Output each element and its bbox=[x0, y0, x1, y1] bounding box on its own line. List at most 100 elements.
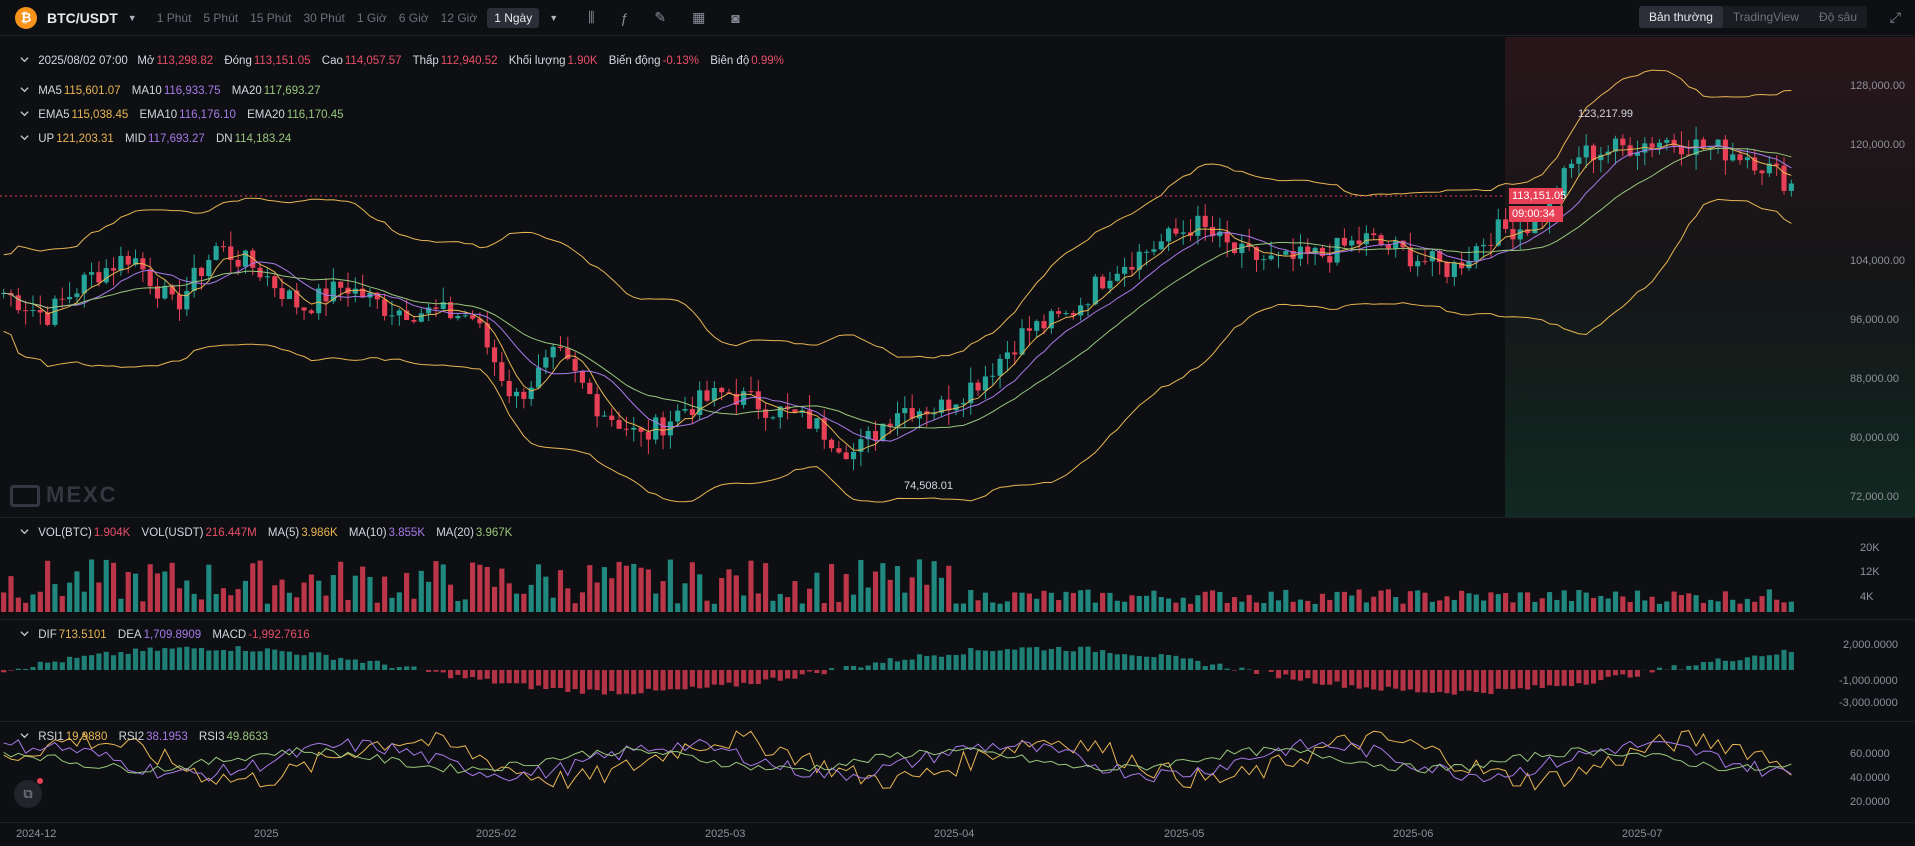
macd-bar bbox=[1656, 667, 1663, 670]
volume-bar bbox=[1788, 601, 1794, 612]
chevron-down-icon[interactable] bbox=[20, 731, 29, 740]
volume-bar bbox=[323, 595, 329, 612]
volume-bar bbox=[279, 579, 285, 612]
view-standard-button[interactable]: Bản thường bbox=[1638, 6, 1723, 28]
candle-body bbox=[169, 285, 175, 295]
view-depth-button[interactable]: Độ sâu bbox=[1818, 10, 1857, 24]
volume-bar bbox=[418, 570, 424, 612]
triangle-down-icon[interactable]: ▼ bbox=[127, 12, 137, 23]
timeframe-30m[interactable]: 30 Phút bbox=[303, 10, 345, 25]
timeframe-1m[interactable]: 1 Phút bbox=[156, 10, 192, 25]
macd-bar bbox=[125, 653, 131, 670]
volume-bar bbox=[338, 561, 344, 612]
chevron-down-icon[interactable] bbox=[20, 133, 29, 142]
layout-icon[interactable]: ▦ bbox=[692, 9, 706, 25]
volume-bar bbox=[1744, 598, 1750, 612]
macd-bar bbox=[184, 646, 190, 670]
timeframe-1d[interactable]: 1 Ngày bbox=[487, 7, 540, 28]
candle-body bbox=[748, 391, 754, 393]
chevron-down-icon[interactable] bbox=[20, 85, 29, 94]
volume-bar bbox=[1400, 603, 1406, 612]
candle-body bbox=[1752, 157, 1758, 171]
candle-body bbox=[147, 269, 153, 287]
timeframe-dropdown-icon[interactable]: ▼ bbox=[549, 12, 559, 23]
macd-bar bbox=[506, 670, 512, 684]
time-tick: 2024-12 bbox=[16, 828, 57, 840]
candle-body bbox=[37, 310, 43, 313]
candle-body bbox=[1605, 151, 1611, 155]
volume-bar bbox=[968, 589, 974, 612]
ma-legend: MA5 115,601.07 MA10 116,933.75 MA20 117,693… bbox=[20, 85, 328, 97]
timeframe-5m[interactable]: 5 Phút bbox=[203, 10, 239, 25]
fullscreen-icon[interactable]: ⤢ bbox=[1889, 9, 1901, 25]
macd-bar bbox=[682, 670, 688, 690]
candle-body bbox=[23, 310, 29, 312]
view-tradingview-button[interactable]: TradingView bbox=[1732, 10, 1799, 24]
indicator-icon[interactable]: ƒ bbox=[620, 9, 629, 26]
candle-type-icon[interactable]: ⫼ bbox=[588, 9, 595, 25]
candle-body bbox=[1774, 163, 1780, 166]
countdown-tag: 09:00:34 bbox=[1509, 206, 1563, 222]
macd-bar bbox=[374, 660, 380, 670]
timeframe-1h[interactable]: 1 Giờ bbox=[356, 10, 387, 25]
boll-mid-label: MID bbox=[124, 133, 147, 145]
macd-bar bbox=[264, 648, 270, 670]
volume-bar bbox=[257, 560, 263, 612]
macd-bar bbox=[433, 670, 439, 672]
chevron-down-icon[interactable] bbox=[20, 55, 29, 64]
timeframe-15m[interactable]: 15 Phút bbox=[250, 10, 292, 25]
candle-body bbox=[1437, 251, 1443, 262]
chevron-down-icon[interactable] bbox=[20, 109, 29, 118]
volume-bar bbox=[1012, 592, 1018, 612]
candle-body bbox=[587, 382, 593, 395]
candle-body bbox=[1561, 168, 1567, 195]
volume-label: Khối lượng bbox=[508, 55, 566, 67]
volume-bar bbox=[1136, 595, 1142, 612]
chevron-down-icon[interactable] bbox=[20, 527, 29, 536]
volume-bar bbox=[1283, 589, 1289, 612]
camera-icon[interactable]: ◙ bbox=[731, 9, 740, 26]
chevron-down-icon[interactable] bbox=[20, 629, 29, 638]
volume-bar bbox=[491, 586, 498, 612]
macd-bar bbox=[975, 650, 981, 670]
macd-bar bbox=[448, 670, 454, 679]
draw-icon[interactable]: ✎ bbox=[654, 9, 667, 25]
timeframe-6h[interactable]: 6 Giờ bbox=[398, 10, 429, 25]
macd-bar bbox=[550, 670, 556, 688]
candle-body bbox=[1422, 261, 1428, 263]
volume-bar bbox=[1319, 593, 1326, 612]
candle-body bbox=[1070, 313, 1076, 316]
volume-bar bbox=[1056, 600, 1062, 612]
candle-body bbox=[440, 302, 446, 309]
volume-bar bbox=[667, 559, 673, 612]
volume-bar bbox=[770, 600, 776, 612]
time-tick: 2025-05 bbox=[1164, 828, 1205, 840]
volume-bar bbox=[367, 576, 373, 612]
rsi-tick: 40.0000 bbox=[1850, 772, 1890, 784]
macd-bar bbox=[799, 670, 805, 675]
volume-bar bbox=[374, 602, 380, 612]
volume-bar bbox=[206, 564, 212, 612]
volume-bar bbox=[850, 594, 857, 612]
chart-settings-button[interactable]: ⧉ bbox=[14, 780, 42, 808]
symbol-name[interactable]: BTC/USDT bbox=[47, 9, 118, 26]
candle-body bbox=[286, 290, 292, 300]
candle-body bbox=[645, 431, 651, 440]
volume-bar bbox=[125, 572, 131, 612]
macd-bar bbox=[1598, 670, 1604, 681]
macd-bar bbox=[220, 650, 227, 670]
volume-bar bbox=[316, 580, 322, 612]
timeframe-12h[interactable]: 12 Giờ bbox=[440, 10, 478, 25]
volume-bar bbox=[990, 602, 996, 612]
candle-body bbox=[506, 380, 512, 397]
macd-bar bbox=[1283, 670, 1289, 675]
ma20-value: 117,693.27 bbox=[263, 85, 321, 97]
volume-bar bbox=[96, 582, 102, 612]
candle-body bbox=[638, 427, 644, 432]
macd-bar bbox=[1158, 654, 1164, 670]
macd-bar bbox=[807, 670, 813, 672]
volume-bar bbox=[67, 582, 73, 612]
macd-bar bbox=[1100, 650, 1106, 670]
volume-bar bbox=[1429, 601, 1435, 612]
